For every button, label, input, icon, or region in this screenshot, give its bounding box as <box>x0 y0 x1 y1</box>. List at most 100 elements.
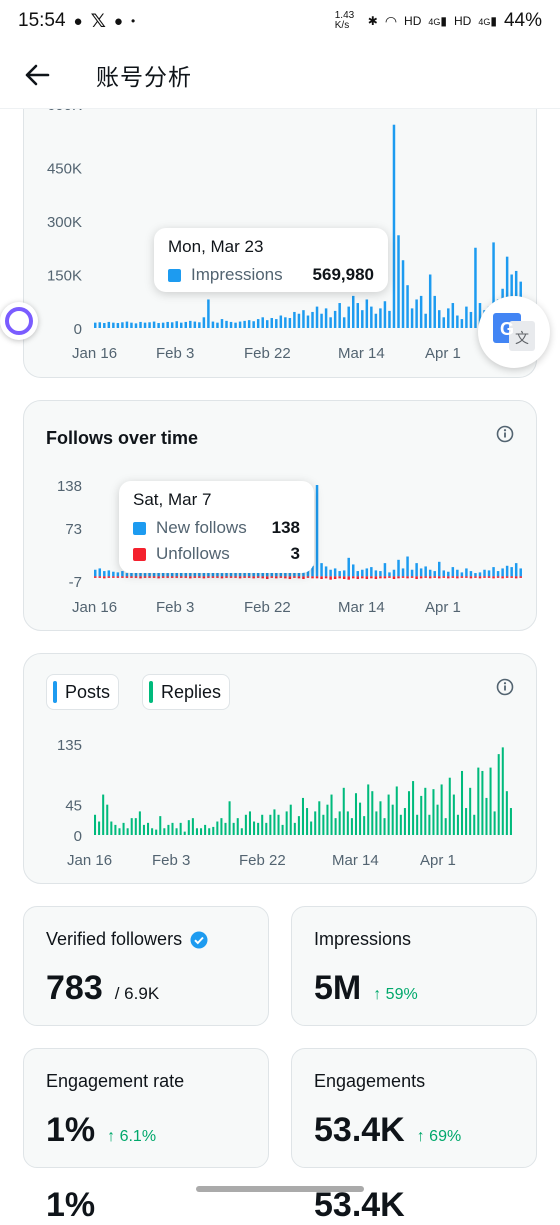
unfollows-bar <box>148 576 151 578</box>
impressions-bar <box>180 322 183 328</box>
replies-bar <box>428 814 431 835</box>
unfollows-bar <box>415 576 418 580</box>
unfollows-bar <box>202 576 206 579</box>
replies-bar <box>420 795 423 835</box>
gesture-home-bar[interactable] <box>196 1186 364 1192</box>
legend-replies-toggle[interactable]: Replies <box>142 674 231 710</box>
replies-bar <box>379 801 382 835</box>
impressions-bar <box>207 299 210 328</box>
unfollows-bar <box>329 576 332 580</box>
replies-bar <box>330 794 333 835</box>
engagements-card[interactable]: Engagements 53.4K ↑ 69% <box>291 1048 537 1168</box>
unfollows-bar <box>451 576 455 578</box>
engagements-value: 53.4K <box>314 1111 405 1149</box>
unfollows-bar <box>121 576 124 578</box>
x-tick-label: Apr 1 <box>425 599 461 616</box>
new-follows-bar <box>352 564 355 577</box>
new-follows-bar <box>374 570 378 577</box>
unfollows-bar <box>270 576 274 578</box>
impressions-bar <box>474 247 477 328</box>
new-follows-bar <box>130 571 133 577</box>
back-button[interactable] <box>24 62 50 88</box>
new-follows-bar <box>193 572 197 577</box>
impressions-bar <box>184 321 188 328</box>
replies-bar <box>122 822 125 835</box>
x-tick-label: Feb 3 <box>156 345 194 362</box>
replies-bar <box>179 822 182 835</box>
google-translate-icon: G 文 <box>493 313 535 351</box>
replies-bar <box>273 809 276 835</box>
replies-bar <box>322 814 325 835</box>
new-follows-bar <box>152 571 156 577</box>
impressions-bar <box>383 301 387 328</box>
impressions-bar <box>460 319 464 328</box>
unfollows-bar <box>311 576 314 579</box>
battery-level: 44% <box>503 10 542 31</box>
impressions-bar <box>130 322 133 328</box>
info-icon[interactable] <box>496 425 514 443</box>
verified-followers-card[interactable]: Verified followers 783 / 6.9K <box>23 906 269 1026</box>
replies-bar <box>387 794 390 835</box>
new-follows-bar <box>116 572 120 577</box>
x-tick-label: Mar 14 <box>338 599 385 616</box>
replies-bar <box>367 784 370 835</box>
engagements-label: Engagements <box>314 1071 426 1091</box>
impressions-bar <box>139 321 142 328</box>
unfollows-bar <box>261 576 264 579</box>
unfollows-bar <box>266 576 269 580</box>
engagement-rate-card[interactable]: Engagement rate 1% ↑ 6.1% <box>23 1048 269 1168</box>
unfollows-bar <box>519 576 522 578</box>
clock: 15:54 <box>18 10 66 31</box>
impressions-change: ↑ 59% <box>373 986 418 1003</box>
impressions-bar <box>361 310 364 328</box>
new-follows-bar <box>157 571 160 577</box>
new-follows-bar <box>166 573 169 577</box>
legend-posts-toggle[interactable]: Posts <box>46 674 120 710</box>
unfollows-bar <box>229 576 233 578</box>
replies-bar <box>424 787 427 835</box>
impressions-bar <box>202 317 206 328</box>
replies-bar <box>403 808 406 835</box>
translate-button[interactable]: G 文 <box>478 296 550 368</box>
posts-color-bar <box>53 681 57 703</box>
replies-bar <box>456 814 459 835</box>
legend-swatch-blue <box>168 268 181 282</box>
replies-bar <box>212 826 215 835</box>
replies-bar <box>204 824 207 835</box>
tooltip-series-label: Impressions <box>191 265 283 284</box>
info-icon[interactable] <box>496 678 514 696</box>
impressions-bar <box>243 320 246 328</box>
replies-bar <box>163 828 166 835</box>
impressions-bar <box>333 310 337 328</box>
posts-chart-card: Posts Replies 0 45 135 Jan 16 Feb 3 Feb 22 Mar… <box>23 653 537 884</box>
new-follows-bar <box>148 572 151 577</box>
impressions-bar <box>320 313 323 328</box>
unfollows-bar <box>501 576 504 579</box>
unfollows-bar <box>198 576 201 578</box>
new-follows-bar <box>501 568 504 577</box>
unfollows-bar <box>225 576 228 578</box>
impressions-bar <box>456 315 459 328</box>
new-follows-bar <box>451 567 455 577</box>
new-follows-bar <box>456 569 459 577</box>
hd-badge-1: HD <box>404 14 422 28</box>
replies-bar <box>134 818 137 835</box>
replies-bar <box>277 814 280 835</box>
impressions-bar <box>238 321 242 328</box>
impressions-bar <box>270 318 274 328</box>
unfollows-bar <box>193 576 197 578</box>
new-follows-bar <box>428 569 432 577</box>
floating-assistant-bubble[interactable] <box>0 302 38 340</box>
impressions-card[interactable]: Impressions 5M ↑ 59% <box>291 906 537 1026</box>
unfollows-bar <box>338 576 341 579</box>
new-follows-bar <box>252 571 255 577</box>
new-follows-bar <box>487 570 491 577</box>
replies-bar <box>318 801 321 835</box>
impressions-bar <box>347 306 350 328</box>
impressions-bar <box>505 256 509 328</box>
unfollows-bar <box>424 576 427 578</box>
impressions-bar <box>388 310 391 328</box>
impressions-bar <box>465 306 468 328</box>
replies-bar <box>363 816 366 835</box>
unfollows-bar <box>293 576 296 578</box>
